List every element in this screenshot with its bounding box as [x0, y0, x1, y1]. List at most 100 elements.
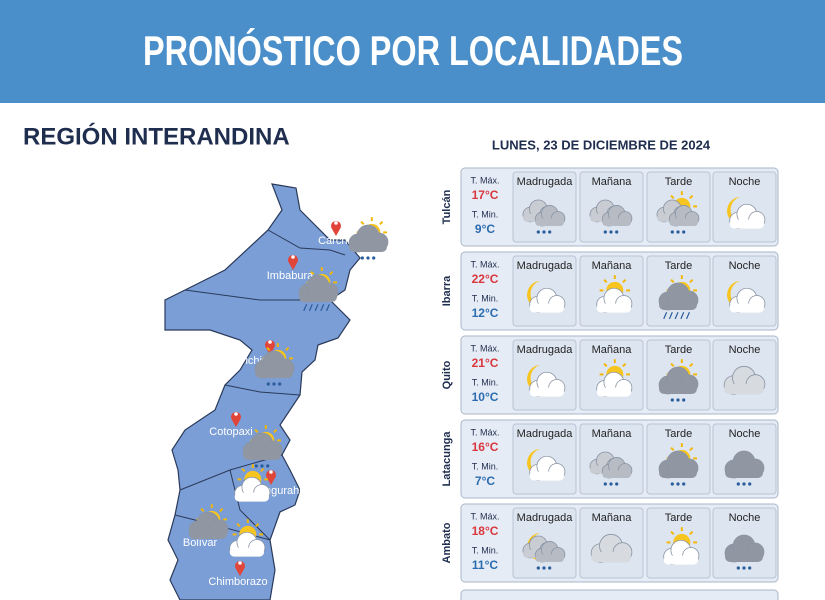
cloud-base	[299, 291, 337, 302]
weather-icon	[229, 519, 266, 558]
cloud	[348, 224, 389, 253]
weather-icon	[723, 365, 766, 395]
drop	[676, 230, 680, 234]
period-label: Tarde	[665, 176, 693, 188]
drop	[542, 566, 546, 570]
cloud	[724, 534, 765, 563]
cloud	[729, 287, 766, 314]
sun-ray	[670, 194, 675, 200]
max-label: T. Máx.	[470, 175, 499, 185]
weather-icon	[724, 450, 765, 486]
min-temp: 12°C	[472, 306, 499, 320]
drop	[548, 230, 552, 234]
pin-shape	[265, 340, 275, 355]
max-label: T. Máx.	[470, 259, 499, 269]
drop	[360, 256, 364, 260]
sun-ray	[622, 362, 627, 368]
weather-icon	[658, 443, 699, 486]
rain	[674, 312, 679, 320]
cloud	[242, 432, 283, 461]
max-temp: 21°C	[472, 356, 499, 370]
drop	[682, 482, 686, 486]
cloud	[663, 539, 700, 566]
drop	[536, 566, 540, 570]
period-label: Noche	[729, 176, 761, 188]
cloud-base	[729, 219, 764, 229]
drop	[670, 482, 674, 486]
min-temp: 11°C	[472, 558, 498, 572]
rain	[668, 312, 673, 320]
cloud	[534, 205, 566, 227]
location-name: Tulcán	[441, 189, 453, 224]
weather-icon	[527, 280, 566, 314]
rain	[685, 312, 690, 320]
period-label: Madrugada	[517, 260, 574, 272]
forecast-card	[460, 589, 779, 600]
sun-ray	[236, 522, 241, 528]
rain	[680, 312, 685, 320]
drop	[609, 230, 613, 234]
drop	[676, 482, 680, 486]
cloud-base	[529, 471, 564, 481]
weather-icon	[596, 359, 633, 398]
map-label: Carchi	[318, 235, 350, 247]
cloud-base	[725, 467, 763, 478]
min-temp: 10°C	[472, 390, 499, 404]
drop	[742, 566, 746, 570]
weather-icon	[254, 343, 295, 386]
cloud	[529, 287, 566, 314]
drop	[603, 482, 607, 486]
sun-ray	[255, 522, 260, 528]
max-label: T. Máx.	[470, 343, 499, 353]
weather-icon	[348, 217, 389, 260]
drop	[254, 464, 258, 468]
province-border	[224, 384, 301, 396]
period-label: Mañana	[592, 344, 633, 356]
drop	[742, 482, 746, 486]
sun-ray	[603, 362, 608, 368]
drop	[542, 230, 546, 234]
weather-icon	[234, 464, 271, 503]
drop	[603, 230, 607, 234]
sun-ray	[670, 530, 675, 536]
rain	[320, 304, 325, 312]
pin-dot	[238, 561, 242, 565]
sun-ray	[266, 346, 271, 352]
period-label: Tarde	[665, 260, 693, 272]
cloud	[723, 365, 766, 395]
drop	[536, 230, 540, 234]
cloud-base	[535, 218, 565, 226]
map-pin	[234, 561, 245, 576]
pin-shape	[288, 255, 298, 270]
weather-icon	[727, 196, 766, 230]
sun-ray	[603, 278, 608, 284]
map-label: Bolívar	[183, 537, 218, 549]
drop	[615, 482, 619, 486]
sun-ray	[254, 428, 259, 434]
sun-ray	[329, 270, 334, 276]
drop	[609, 482, 613, 486]
cloud	[234, 476, 271, 503]
cloud-base	[725, 551, 763, 562]
cloud	[658, 282, 699, 311]
map-pin	[266, 470, 276, 485]
cloud	[298, 274, 339, 303]
map-label: Imbabura	[267, 270, 314, 282]
sun-ray	[689, 446, 694, 452]
cloud-base	[535, 554, 565, 562]
sun-ray	[285, 346, 290, 352]
period-label: Mañana	[592, 428, 633, 440]
cloud-base	[596, 387, 631, 397]
cloud-base	[591, 552, 631, 563]
province-border	[229, 469, 271, 541]
cloud	[668, 205, 700, 227]
cloud-base	[229, 547, 264, 557]
drop	[372, 256, 376, 260]
cloud	[724, 450, 765, 479]
weather-icon	[589, 199, 633, 234]
period-label: Madrugada	[517, 428, 574, 440]
weather-icon	[727, 280, 766, 314]
max-label: T. Máx.	[470, 427, 499, 437]
rain	[314, 304, 319, 312]
